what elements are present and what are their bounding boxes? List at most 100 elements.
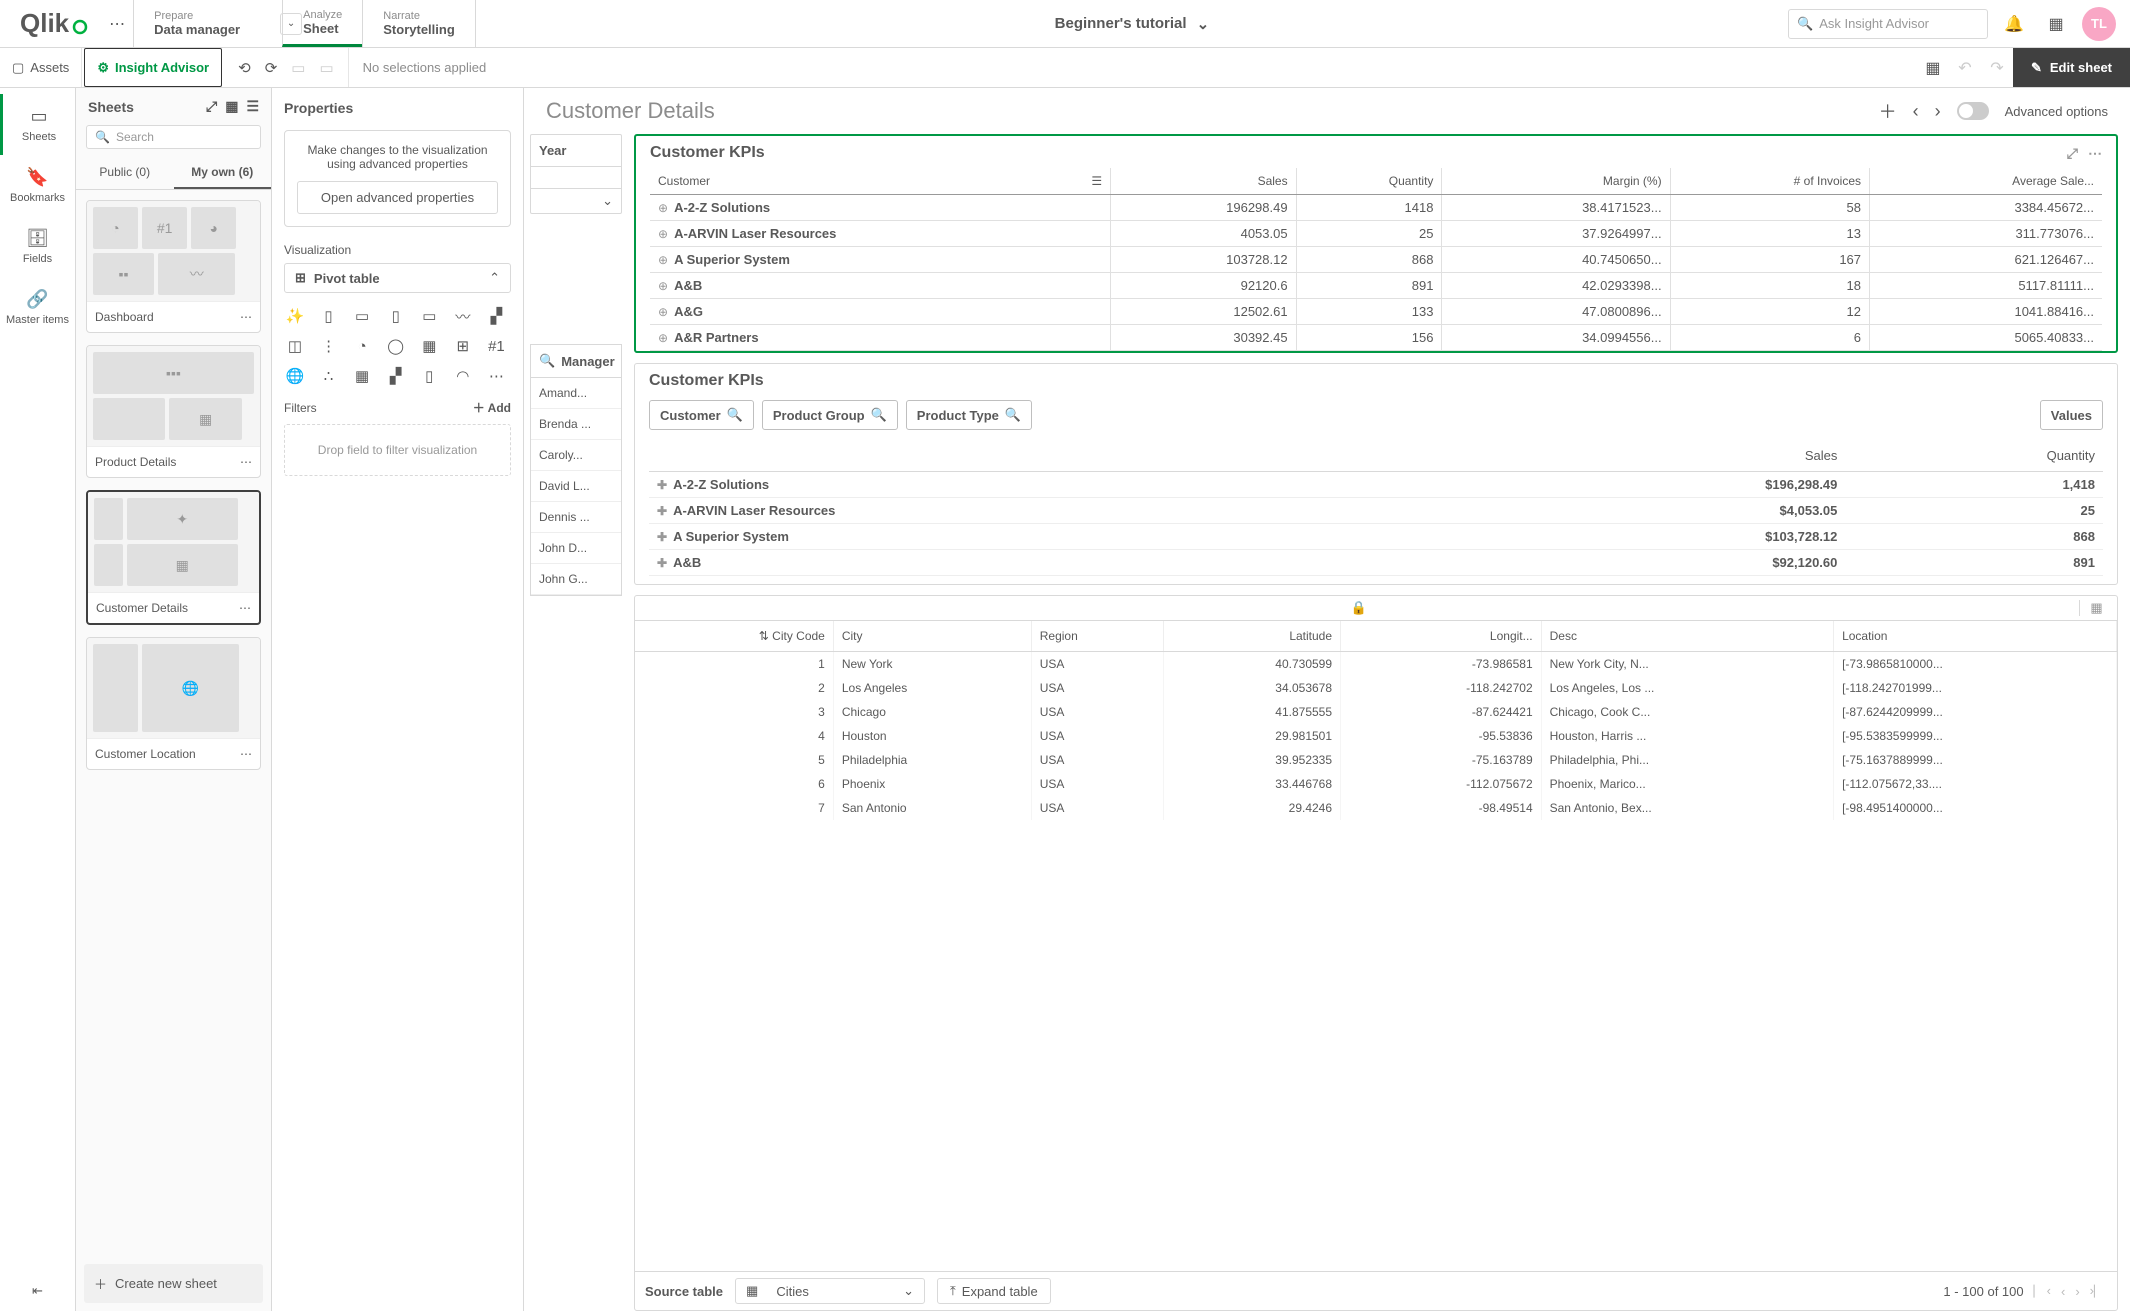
t: Product Details [95,455,176,469]
filter-dropzone[interactable]: Drop field to filter visualization [284,424,511,476]
dim-product-type[interactable]: Product Type🔍 [906,400,1032,430]
viz-bullet-icon[interactable]: ▯ [385,305,407,327]
viz-kpi-icon[interactable]: #1 [485,335,507,357]
viz-box-icon[interactable]: ▭ [418,305,440,327]
assets-button[interactable]: ▢ Assets [0,48,82,87]
viz-type-selector[interactable]: ⊞Pivot table ⌃ [284,263,511,293]
edit-sheet-button[interactable]: ✎ Edit sheet [2013,48,2130,87]
viz-histogram-icon[interactable]: ▯ [418,365,440,387]
rail-bookmarks[interactable]: 🔖 Bookmarks [0,155,75,216]
expand-table-button[interactable]: ⤒ Expand table [937,1278,1051,1304]
viz-treemap-icon[interactable]: ▦ [351,365,373,387]
dim-values[interactable]: Values [2040,400,2103,430]
expand-icon[interactable]: ⤢ [206,98,217,115]
tab-prepare[interactable]: Prepare Data manager ⌄ [133,0,282,47]
advanced-toggle[interactable] [1957,102,1989,120]
more-icon[interactable]: ⋯ [239,601,251,615]
viz-table-icon[interactable]: ▦ [418,335,440,357]
bell-icon[interactable]: 🔔 [1998,8,2030,40]
more-icon[interactable]: ⋯ [240,747,252,761]
search-icon[interactable]: 🔍 [539,353,555,369]
insight-search[interactable]: 🔍 Ask Insight Advisor [1788,9,1988,39]
manager-item[interactable]: John D... [531,533,621,564]
viz-auto-icon[interactable]: ✨ [284,305,306,327]
viz-hbar-icon[interactable]: ▭ [351,305,373,327]
manager-item[interactable]: Caroly... [531,440,621,471]
tab-myown[interactable]: My own (6) [174,157,272,189]
top-header: Qlik ⋯ Prepare Data manager ⌄ Analyze Sh… [0,0,2130,48]
last-page-icon[interactable]: ›⎸ [2090,1283,2107,1299]
selection-back-icon[interactable]: ⟲ [238,59,251,77]
tab-narrate[interactable]: Narrate Storytelling [362,0,476,47]
kpi-pivot-2[interactable]: Customer KPIs Customer🔍 Product Group🔍 P… [634,363,2118,585]
manager-item[interactable]: John G... [531,564,621,595]
viz-map-icon[interactable]: 🌐 [284,365,306,387]
more-icon[interactable]: ⋯ [2088,145,2102,162]
kpi-table-1[interactable]: Customer KPIs ⤢⋯ Customer ☰SalesQuantity… [634,134,2118,353]
sheet-card-customer[interactable]: ✦ ▦ Customer Details⋯ [86,490,261,625]
canvas-main: Customer KPIs ⤢⋯ Customer ☰SalesQuantity… [634,134,2118,1311]
add-icon[interactable]: ＋ [1879,98,1897,124]
prev-page-icon[interactable]: ‹ [2061,1284,2065,1299]
year-filter[interactable]: Year ⌄ [530,134,622,214]
viz-dist-icon[interactable]: ⋮ [318,335,340,357]
sheet-tabs: Public (0) My own (6) [76,157,271,190]
manager-item[interactable]: David L... [531,471,621,502]
sheet-card-location[interactable]: 🌐 Customer Location⋯ [86,637,261,770]
viz-line-icon[interactable]: 〰 [452,305,474,327]
sheet-search: 🔍 Search [76,125,271,157]
app-menu-icon[interactable]: ⋯ [101,8,133,40]
viz-donut-icon[interactable]: ◯ [385,335,407,357]
lock-icon: 🔒 [639,600,2079,616]
rail-fields[interactable]: 🗄 Fields [0,216,75,277]
viz-bar-icon[interactable]: ▯ [318,305,340,327]
prev-sheet-icon[interactable]: ‹ [1913,101,1919,122]
app-title[interactable]: Beginner's tutorial ⌄ [476,15,1788,33]
manager-item[interactable]: Dennis ... [531,502,621,533]
more-icon[interactable]: ⋯ [240,455,252,469]
viz-gauge-icon[interactable]: ◠ [452,365,474,387]
viz-more-icon[interactable]: ⋯ [485,365,507,387]
insight-advisor-button[interactable]: ⚙ Insight Advisor [84,48,222,87]
fullscreen-icon[interactable]: ⤢ [2067,145,2078,162]
rail-collapse[interactable]: ⇤ [0,1283,75,1299]
tab-public[interactable]: Public (0) [76,157,174,189]
next-page-icon[interactable]: › [2075,1284,2079,1299]
first-page-icon[interactable]: ⎸‹ [2034,1283,2051,1299]
viz-pivot-icon[interactable]: ⊞ [452,335,474,357]
rail-master[interactable]: 🔗 Master items [0,277,75,338]
dim-product-group[interactable]: Product Group🔍 [762,400,898,430]
avatar[interactable]: TL [2082,7,2116,41]
table-icon[interactable]: ▦ [2079,600,2113,616]
l: Public (0) [99,165,150,179]
sheet-card-product[interactable]: ▪▪▪ ▦ Product Details⋯ [86,345,261,478]
open-advanced-button[interactable]: Open advanced properties [297,181,498,214]
create-sheet-button[interactable]: ＋ Create new sheet [84,1264,263,1303]
viz-pie-icon[interactable]: ◔ [351,335,373,357]
viz-area-icon[interactable]: ▞ [485,305,507,327]
l: Product Group [773,408,865,423]
source-select[interactable]: ▦ Cities ⌄ [735,1278,925,1304]
dim-customer[interactable]: Customer🔍 [649,400,754,430]
grid-icon[interactable]: ▦ [2040,8,2072,40]
manager-item[interactable]: Brenda ... [531,409,621,440]
manager-item[interactable]: Amand... [531,378,621,409]
viz-waterfall-icon[interactable]: ▞ [385,365,407,387]
next-sheet-icon[interactable]: › [1935,101,1941,122]
selection-fwd-icon[interactable]: ⟳ [265,59,278,77]
viz-scatter-icon[interactable]: ∴ [318,365,340,387]
undo-icon[interactable]: ↶ [1949,52,1981,84]
toolbar: ▢ Assets ⚙ Insight Advisor ⟲ ⟳ ▭ ▭ No se… [0,48,2130,88]
chevron-down-icon[interactable]: ⌄ [531,189,621,213]
more-icon[interactable]: ⋯ [240,310,252,324]
sheet-card-dashboard[interactable]: ◔ #1 ◕ ▪▪ 〰 Dashboard⋯ [86,200,261,333]
redo-icon[interactable]: ↷ [1981,52,2013,84]
search-input[interactable]: 🔍 Search [86,125,261,149]
list-view-icon[interactable]: ☰ [246,98,259,115]
tab-analyze[interactable]: Analyze Sheet [282,0,362,47]
grid-view-icon[interactable]: ▦ [225,98,238,115]
layout-icon[interactable]: ▦ [1917,52,1949,84]
rail-sheets[interactable]: ▭ Sheets [0,94,75,155]
viz-combo-icon[interactable]: ◫ [284,335,306,357]
add-filter-button[interactable]: ＋ Add [473,399,511,416]
